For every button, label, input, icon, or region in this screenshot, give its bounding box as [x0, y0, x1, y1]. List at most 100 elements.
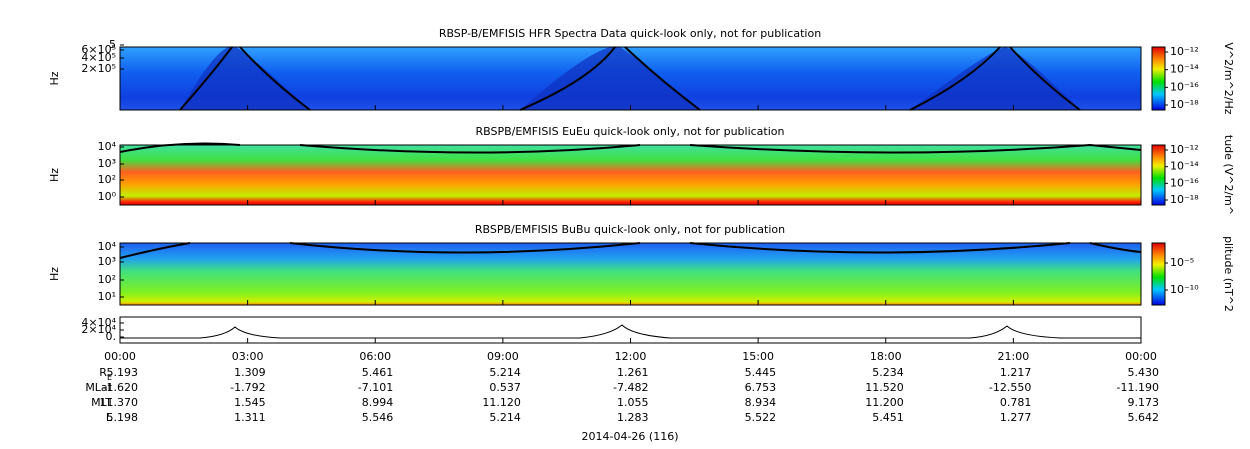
- x-axis-label: 2014-04-26 (116): [581, 430, 678, 443]
- y-tick-label: 10³: [98, 255, 116, 268]
- cutoff-curve: [179, 46, 1081, 111]
- x-tick-label: 21:00: [998, 350, 1030, 363]
- ephemeris-label: MLat: [85, 381, 112, 394]
- ephemeris-value: 11.520: [865, 381, 904, 394]
- y-tick-label: 4×10⁵: [81, 51, 116, 64]
- ephemeris-value: 11.120: [482, 396, 521, 409]
- y-tick-label: 10⁴: [98, 240, 117, 253]
- ephemeris-value: 5.461: [362, 366, 394, 379]
- y-tick-label: 10¹: [98, 290, 116, 303]
- trace: [120, 324, 1141, 339]
- panel-title: RBSPB/EMFISIS EuEu quick-look only, not …: [475, 125, 784, 138]
- ephemeris-value: 0.781: [1000, 396, 1032, 409]
- ephemeris-label-text: MLat: [85, 381, 112, 394]
- colorbar-tick-label: 10⁻¹⁶: [1170, 176, 1199, 189]
- ephemeris-value: 1.545: [234, 396, 266, 409]
- colorbar-tick-label: 10⁻¹⁸: [1170, 98, 1199, 111]
- ephemeris-value: 5.234: [872, 366, 904, 379]
- x-tick-label: 06:00: [359, 350, 391, 363]
- y-tick-label: 10⁰: [98, 190, 117, 203]
- ephemeris-value: 8.994: [362, 396, 394, 409]
- ephemeris-value: 9.173: [1128, 396, 1160, 409]
- ephemeris-value: 1.261: [617, 366, 649, 379]
- ephemeris-value: 1.283: [617, 411, 649, 424]
- ephemeris-value: -11.190: [1117, 381, 1159, 394]
- ephemeris-value: 11.200: [865, 396, 904, 409]
- ephemeris-value: -1.792: [230, 381, 265, 394]
- panel-title: RBSP-B/EMFISIS HFR Spectra Data quick-lo…: [439, 27, 821, 40]
- y-tick-label: 0.: [106, 330, 117, 343]
- ephemeris-value: -7.101: [358, 381, 393, 394]
- x-tick-label: 15:00: [742, 350, 774, 363]
- colorbar-tick-label: 10⁻⁵: [1170, 256, 1194, 269]
- ephemeris-value: -1.620: [103, 381, 138, 394]
- y-axis-label: Hz: [48, 267, 61, 281]
- ephemeris-value: 8.934: [745, 396, 777, 409]
- ephemeris-label: L: [106, 411, 113, 424]
- x-tick-label: 00:00: [104, 350, 136, 363]
- ephemeris-value: 1.309: [234, 366, 266, 379]
- y-tick-label: 4×10⁴: [81, 316, 116, 329]
- ephemeris-value: 11.370: [100, 396, 139, 409]
- ephemeris-label-sub: E: [107, 373, 112, 382]
- ephemeris-value: 1.277: [1000, 411, 1032, 424]
- ephemeris-label-text: R: [99, 366, 107, 379]
- colorbar-label: V^2/m^2/Hz: [1222, 42, 1235, 114]
- ephemeris-label: MLT: [91, 396, 112, 409]
- colorbar-label: plitude (nT^2: [1222, 236, 1235, 312]
- y-tick-label: 10²: [98, 273, 116, 286]
- colorbar-label: tude (V^2/m^: [1222, 135, 1235, 215]
- x-tick-label: 00:00: [1125, 350, 1157, 363]
- ephemeris-value: 0.537: [489, 381, 521, 394]
- ephemeris-value: 5.193: [107, 366, 139, 379]
- ephemeris-value: 5.214: [489, 366, 521, 379]
- x-tick-label: 12:00: [615, 350, 647, 363]
- ephemeris-value: 1.217: [1000, 366, 1032, 379]
- spectrogram: [120, 243, 1141, 305]
- spectrogram: [120, 145, 1141, 205]
- colorbar-tick-label: 10⁻¹⁶: [1170, 80, 1199, 93]
- y-tick-label: 2×10⁵: [81, 62, 116, 75]
- colorbar: [1151, 144, 1166, 206]
- ephemeris-value: 1.055: [617, 396, 649, 409]
- spectrogram-feature: [180, 46, 1080, 110]
- ephemeris-value: 5.430: [1128, 366, 1160, 379]
- colorbar-tick-label: 10⁻¹⁸: [1170, 193, 1199, 206]
- y-tick-label: 2×10⁴: [81, 323, 116, 336]
- colorbar: [1151, 242, 1166, 306]
- ephemeris-value: -7.482: [613, 381, 648, 394]
- cutoff-curve: [119, 242, 1142, 259]
- x-tick-label: 03:00: [232, 350, 264, 363]
- y-tick-label: 10²: [98, 173, 116, 186]
- colorbar: [1151, 46, 1166, 111]
- ephemeris-value: 5.546: [362, 411, 394, 424]
- y-tick-label: 6×10⁵: [81, 43, 116, 56]
- colorbar-tick-label: 10⁻¹⁴: [1170, 160, 1199, 173]
- ephemeris-label: RE: [99, 366, 112, 382]
- ephemeris-value: 5.451: [872, 411, 904, 424]
- ephemeris-value: 1.311: [234, 411, 266, 424]
- colorbar-tick-label: 10⁻¹⁴: [1170, 63, 1199, 76]
- ephemeris-value: 6.753: [745, 381, 777, 394]
- colorbar-tick-label: 10⁻¹⁰: [1170, 283, 1199, 296]
- colorbar-tick-label: 10⁻¹²: [1170, 45, 1199, 58]
- ephemeris-value: -12.550: [989, 381, 1031, 394]
- ephemeris-value: 5.445: [745, 366, 777, 379]
- ephemeris-label-text: L: [106, 411, 113, 424]
- cutoff-curve: [119, 142, 1142, 154]
- y-tick-label: 10³: [98, 157, 116, 170]
- ephemeris-value: 5.214: [489, 411, 521, 424]
- y-tick-label: 10⁴: [98, 140, 117, 153]
- ephemeris-value: 5.522: [745, 411, 777, 424]
- y-tick-label: 5: [109, 38, 116, 51]
- x-tick-label: 09:00: [487, 350, 519, 363]
- panel-title: RBSPB/EMFISIS BuBu quick-look only, not …: [475, 223, 785, 236]
- x-tick-label: 18:00: [870, 350, 902, 363]
- y-axis-label: Hz: [48, 71, 61, 85]
- y-axis-label: Hz: [48, 168, 61, 182]
- ephemeris-value: 5.642: [1128, 411, 1160, 424]
- ephemeris-value: 5.198: [107, 411, 139, 424]
- ephemeris-label-text: MLT: [91, 396, 112, 409]
- colorbar-tick-label: 10⁻¹²: [1170, 143, 1199, 156]
